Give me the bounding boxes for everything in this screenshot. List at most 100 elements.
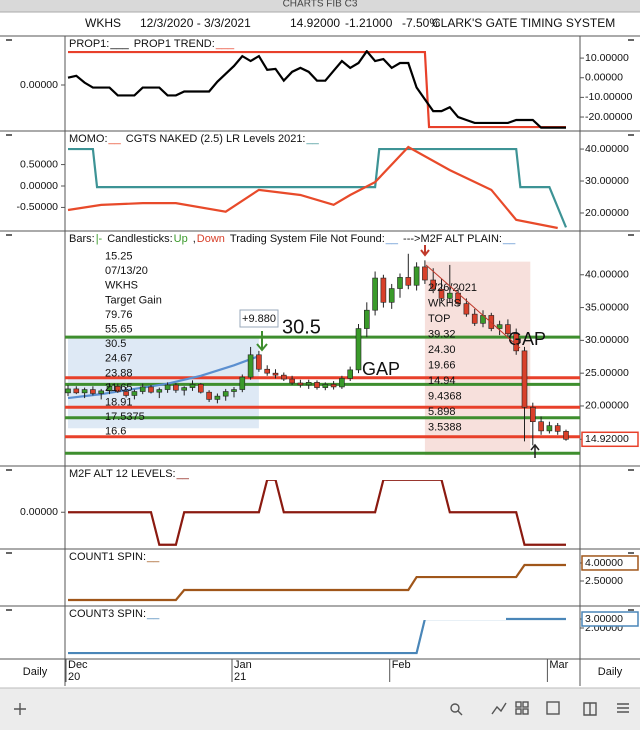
y2-tick-label: 14.92000 (585, 433, 629, 445)
y-tick-label: -0.50000 (17, 201, 59, 213)
y2-tick-label: 35.00000 (585, 301, 629, 313)
candle-body (397, 277, 403, 289)
legend-item: Bars: (69, 233, 95, 245)
x-tick-label: Feb (392, 659, 411, 671)
candle-body (339, 378, 345, 388)
candle-body (446, 292, 453, 299)
price-change: -1.21000 (345, 16, 393, 30)
candle-body (289, 378, 295, 384)
tick-highlight (581, 611, 639, 627)
legend-item: __ (502, 233, 516, 245)
top-note: 24.30 (428, 344, 456, 356)
candle-body (115, 385, 121, 392)
exit-arrow (530, 443, 540, 458)
legend-bg (66, 38, 506, 50)
legend: PROP1:___ PROP1 TREND:___ (69, 38, 235, 50)
legend-item: CGTS NAKED (2.5) LR Levels 2021: (126, 133, 306, 145)
candle-body (297, 382, 304, 386)
top-note: 9.4368 (428, 390, 462, 402)
tick-highlight (581, 431, 639, 448)
grid-tool-b (522, 701, 529, 708)
y2-tick-label: 4.00000 (585, 557, 623, 569)
gain-box (239, 309, 279, 328)
add-button[interactable] (14, 703, 26, 715)
top-note: TOP (428, 313, 450, 325)
candle-body (198, 384, 204, 393)
plot-area (68, 478, 566, 546)
toolbar (0, 688, 640, 730)
panel-tool[interactable] (546, 701, 560, 715)
candle-body (546, 425, 553, 432)
gap-label: GAP (508, 329, 546, 349)
y-tick-label: 0.50000 (20, 158, 58, 170)
y2-tick-label: 40.00000 (585, 143, 629, 155)
interval-label: Daily (23, 666, 48, 678)
candle-body (372, 277, 378, 311)
legend-item: , (193, 233, 196, 245)
legend: COUNT1 SPIN:__ (69, 551, 160, 563)
candle-body (388, 288, 395, 303)
legend-item: Up (174, 233, 188, 245)
book-icon[interactable] (583, 702, 597, 716)
target-note: 55.65 (105, 324, 133, 336)
candle-body (98, 390, 104, 394)
candle-body (90, 389, 96, 394)
candle-body (554, 425, 561, 432)
candle-body (247, 354, 254, 378)
y2-tick-label: 10.00000 (585, 52, 629, 64)
plot-area (67, 49, 566, 129)
series-line (68, 563, 566, 602)
candle-body (563, 431, 569, 440)
menu-icon[interactable] (617, 703, 629, 713)
y2-tick-label: 3.00000 (585, 613, 623, 625)
legend: MOMO:__ CGTS NAKED (2.5) LR Levels 2021:_… (69, 133, 320, 145)
candle-body (181, 387, 187, 391)
legend-item: __ (146, 551, 160, 563)
grid-tool-c (515, 708, 522, 715)
legend-item: __ (306, 133, 320, 145)
candle-body (529, 406, 536, 423)
series-line (68, 617, 566, 655)
candle-body (173, 384, 179, 391)
target-note: 07/13/20 (105, 265, 148, 277)
candle-body (139, 386, 146, 392)
target-note: 79.76 (105, 309, 133, 321)
candle-body (189, 384, 196, 388)
top-note: 5.898 (428, 406, 456, 418)
y2-tick-label: 40.00000 (585, 269, 629, 281)
legend-item: PROP1 TREND: (134, 38, 215, 50)
line-tool[interactable] (491, 702, 507, 715)
panels: PROP1:___ PROP1 TREND:___0.0000010.000000… (0, 35, 640, 686)
legend-item: COUNT1 SPIN: (69, 551, 146, 563)
candle-body (438, 288, 445, 299)
candle-body (305, 382, 312, 386)
candle-body (363, 309, 370, 329)
candle-body (222, 391, 229, 397)
legend-item: Trading System File Not Found: (230, 233, 385, 245)
y2-tick-label: 20.00000 (585, 207, 629, 219)
top-note: 14.94 (428, 375, 456, 387)
symbol: WKHS (85, 16, 121, 30)
candle-body (264, 368, 271, 374)
grid-tool-a[interactable] (515, 701, 522, 708)
candle-body (422, 266, 428, 281)
candle-body (73, 388, 80, 394)
target-note: Target Gain (105, 294, 162, 306)
trend-line (425, 264, 521, 349)
legend-item: Candlesticks: (107, 233, 172, 245)
toolbar-icons[interactable] (14, 701, 629, 716)
top-arrow (420, 244, 430, 257)
search-icon[interactable] (450, 703, 460, 713)
legend-item: MOMO: (69, 133, 108, 145)
target-note: 16.6 (105, 426, 126, 438)
candle-body (430, 279, 437, 290)
legend-item: __ (108, 133, 122, 145)
legend-bg (66, 608, 506, 620)
system-name: CLARK'S GATE TIMING SYSTEM (432, 16, 615, 30)
target-note: 23.88 (105, 367, 133, 379)
candle-body (106, 385, 113, 392)
plot-area (68, 563, 566, 602)
